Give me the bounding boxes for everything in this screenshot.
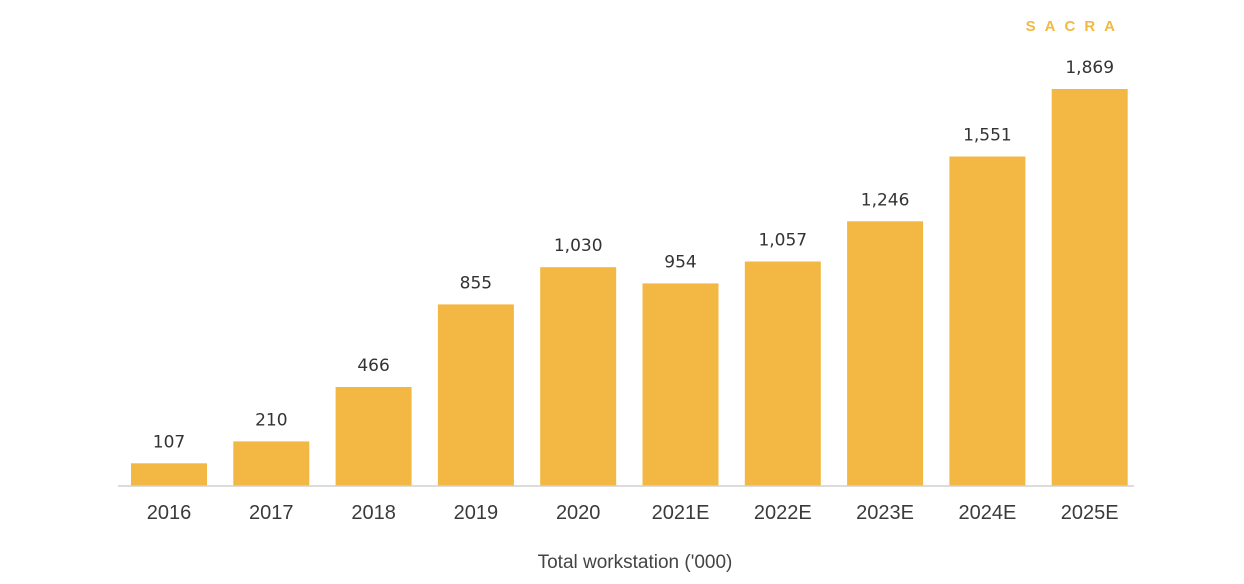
value-label-2023E: 1,246 xyxy=(861,190,910,210)
bar-2019 xyxy=(437,304,514,486)
bar-2024E xyxy=(949,156,1026,486)
value-label-2019: 855 xyxy=(460,273,492,293)
brand-logo: SACRA xyxy=(1025,18,1124,35)
value-label-2022E: 1,057 xyxy=(758,231,807,251)
value-label-2020: 1,030 xyxy=(554,236,603,256)
x-tick-label-2023E: 2023E xyxy=(856,502,914,524)
value-label-2016: 107 xyxy=(153,432,185,452)
tick-labels-group: 2016 2017 2018 2019 2020 2021E 2022E 2023E 2024E… xyxy=(147,502,1119,524)
x-tick-label-2016: 2016 xyxy=(147,502,192,524)
value-label-2018: 466 xyxy=(357,356,389,376)
bar-2025E xyxy=(1051,89,1128,486)
value-label-2021E: 954 xyxy=(664,252,696,272)
value-labels-group: 107 210 466 855 1,030 954 1,057 1,246 1,551 1,869 xyxy=(153,58,1114,452)
value-label-2024E: 1,551 xyxy=(963,126,1012,146)
x-tick-label-2019: 2019 xyxy=(454,502,499,524)
bar-2016 xyxy=(131,463,207,486)
bars-group xyxy=(131,89,1128,487)
bar-2018 xyxy=(335,387,412,486)
x-tick-label-2022E: 2022E xyxy=(754,502,812,524)
x-tick-label-2017: 2017 xyxy=(249,502,294,524)
bar-2023E xyxy=(847,221,924,487)
bar-2022E xyxy=(744,261,821,486)
x-axis-title: Total workstation ('000) xyxy=(537,552,733,573)
x-tick-label-2025E: 2025E xyxy=(1061,502,1119,524)
value-label-2025E: 1,869 xyxy=(1065,58,1114,78)
bar-2021E xyxy=(642,283,719,486)
bar-2017 xyxy=(233,441,310,486)
value-label-2017: 210 xyxy=(255,410,287,430)
x-tick-label-2024E: 2024E xyxy=(958,502,1016,524)
x-tick-label-2020: 2020 xyxy=(556,502,601,524)
x-tick-label-2018: 2018 xyxy=(351,502,396,524)
x-tick-label-2021E: 2021E xyxy=(652,502,710,524)
bar-2020 xyxy=(540,267,617,486)
